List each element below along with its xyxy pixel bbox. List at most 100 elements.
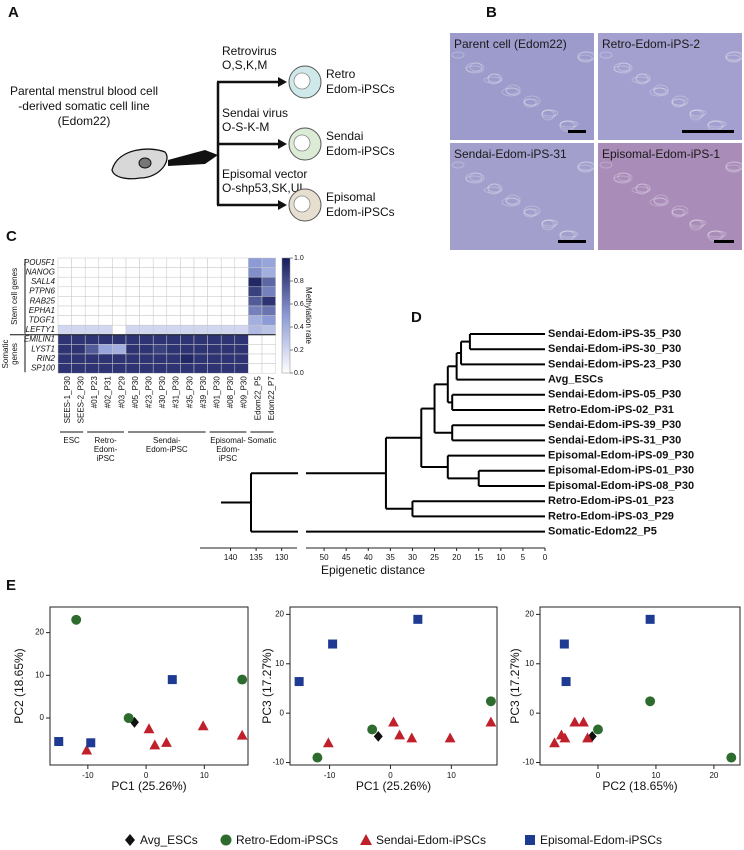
texture	[635, 183, 649, 195]
heat-cell	[166, 257, 181, 268]
heat-cell	[248, 305, 263, 316]
texture	[577, 54, 593, 62]
heat-cell	[84, 276, 100, 288]
row-group-label: Stem cell genes	[10, 268, 19, 325]
heat-cell	[125, 344, 140, 355]
texture	[501, 197, 521, 207]
heat-cell	[71, 305, 86, 316]
texture	[523, 208, 539, 216]
legend-marker	[525, 835, 535, 845]
heat-cell	[112, 324, 127, 336]
heat-cell	[261, 267, 276, 278]
point	[71, 614, 82, 625]
heat-cell	[112, 267, 127, 278]
x-axis-label: Epigenetic distance	[321, 563, 425, 577]
heat-cell	[139, 344, 154, 355]
heat-cell	[71, 315, 86, 326]
texture	[523, 205, 541, 217]
heat-cell	[84, 305, 100, 316]
heat-cell	[57, 305, 72, 316]
x-tick-label: 30	[408, 553, 417, 562]
x-tick-label: 0	[596, 771, 601, 780]
texture	[541, 109, 555, 121]
factors: O,S,K,M	[222, 58, 267, 72]
texture	[707, 230, 725, 240]
heat-cell	[166, 305, 181, 316]
texture	[707, 120, 727, 128]
texture	[559, 120, 577, 130]
texture	[649, 87, 669, 97]
legend-marker	[360, 834, 372, 845]
heat-cell	[193, 276, 208, 288]
y-tick-label: 20	[275, 610, 284, 619]
column-group-label: Episomal-	[210, 436, 246, 445]
column-group-label: ESC	[63, 436, 80, 445]
legend-label: Episomal-Edom-iPSCs	[540, 833, 662, 847]
result: Edom-iPSCs	[326, 205, 395, 219]
heat-cell	[207, 315, 222, 326]
column-group-label: Somatic	[248, 436, 277, 445]
heat-cell	[193, 267, 208, 278]
texture	[505, 194, 521, 206]
texture	[577, 161, 595, 173]
heat-cell	[166, 324, 181, 336]
heat-cell	[207, 353, 222, 364]
scale-bar	[682, 130, 734, 133]
caption: Parent cell (Edom22)	[454, 37, 567, 51]
caption: Episomal-Edom-iPS-1	[602, 147, 720, 161]
y-tick-label: 10	[525, 659, 534, 668]
heat-cell	[248, 344, 263, 355]
point	[593, 724, 603, 735]
heat-cell	[57, 363, 72, 374]
leaf-label: Somatic-Edom22_P5	[548, 526, 657, 538]
legend-label: Retro-Edom-iPSCs	[236, 833, 338, 847]
column-group-label: Edom-	[94, 445, 118, 454]
heat-cell	[234, 296, 249, 307]
texture	[725, 51, 744, 61]
texture	[613, 65, 631, 73]
heat-cell	[248, 296, 263, 307]
point	[167, 675, 177, 685]
heat-cell	[139, 353, 154, 364]
texture	[613, 62, 633, 74]
point	[388, 716, 399, 727]
point	[394, 729, 405, 740]
heat-cell	[152, 334, 168, 345]
x-axis-label: PC1 (25.26%)	[356, 779, 431, 793]
heat-cell	[220, 257, 236, 268]
point	[373, 730, 383, 742]
heat-cell	[234, 276, 249, 288]
heat-cell	[207, 334, 222, 345]
heat-cell	[71, 257, 86, 268]
column-group-label: Edom-	[216, 445, 240, 454]
heat-cell	[193, 315, 208, 326]
heat-cell	[98, 305, 113, 316]
point	[549, 737, 560, 748]
texture	[465, 172, 485, 184]
heat-cell	[57, 344, 72, 355]
heat-cell	[98, 276, 113, 288]
heat-cell	[139, 267, 154, 278]
heat-cell	[261, 344, 276, 355]
heat-cell	[234, 267, 249, 278]
scale-bar	[714, 240, 734, 243]
y-axis-label: PC3 (17.27%)	[260, 648, 274, 723]
texture	[577, 164, 593, 172]
heat-cell	[98, 296, 113, 307]
heat-cell	[57, 315, 72, 326]
heat-cell	[57, 267, 72, 278]
texture	[523, 98, 537, 108]
point	[569, 716, 581, 727]
heat-cell	[98, 257, 113, 268]
heat-cell	[84, 315, 100, 326]
x-tick-label: 50	[320, 553, 329, 562]
sample-label: SEES-2_P30	[77, 376, 86, 424]
texture	[465, 175, 483, 183]
heat-cell	[98, 363, 113, 374]
leaf-label: Episomal-Edom-iPS-09_P30	[548, 450, 694, 462]
texture	[635, 183, 651, 193]
leaf-label: Sendai-Edom-iPS-05_P30	[548, 389, 681, 401]
point	[413, 614, 423, 624]
row-group-label: Somatic	[1, 340, 10, 369]
texture	[649, 197, 669, 207]
